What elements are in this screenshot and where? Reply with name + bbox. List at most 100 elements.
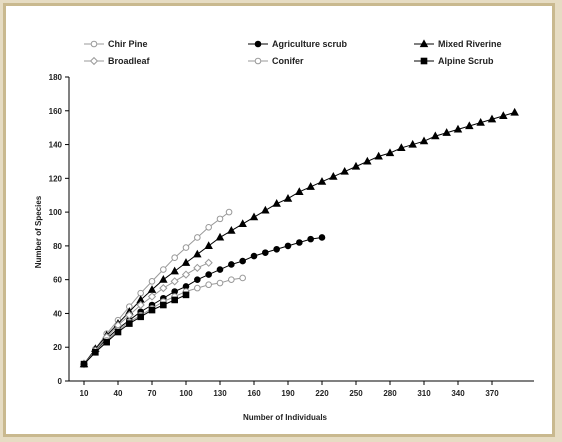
data-point-broadleaf — [204, 258, 213, 267]
data-point-agriculture-scrub — [194, 276, 201, 283]
data-point-broadleaf — [193, 263, 202, 272]
legend-item-mixed-riverine: Mixed Riverine — [414, 39, 502, 49]
data-point-chir-pine — [205, 224, 212, 231]
data-point-alpine-scrub — [126, 320, 133, 327]
data-point-chir-pine — [137, 289, 144, 297]
data-point-conifer — [205, 281, 212, 289]
data-point-broadleaf — [181, 270, 191, 279]
data-point-alpine-scrub — [114, 328, 122, 336]
legend: Chir Pine Agriculture scrub Mixed Riverine… — [84, 39, 502, 66]
x-tick-label: 40 — [114, 389, 123, 398]
tick-labels: 0 20 40 60 80 100 120 140 160 180 10 40 70 100 130 160 1… — [49, 73, 500, 398]
series-agriculture-scrub — [80, 234, 326, 368]
x-tick-label: 160 — [247, 389, 261, 398]
data-point-chir-pine — [216, 215, 224, 223]
y-tick-label: 100 — [49, 208, 63, 217]
data-point-alpine-scrub — [171, 296, 178, 304]
data-point-mixed-riverine — [170, 266, 179, 275]
data-point-conifer — [239, 274, 246, 282]
y-tick-label: 180 — [49, 73, 63, 82]
data-point-mixed-riverine — [204, 241, 213, 249]
data-point-conifer — [216, 279, 224, 287]
x-tick-label: 10 — [80, 389, 89, 398]
data-point-mixed-riverine — [329, 172, 338, 180]
data-point-mixed-riverine — [249, 212, 259, 221]
data-point-mixed-riverine — [487, 114, 497, 123]
data-point-mixed-riverine — [408, 139, 417, 148]
x-tick-label: 130 — [213, 389, 227, 398]
data-point-agriculture-scrub — [205, 271, 212, 278]
legend-item-alpine-scrub: Alpine Scrub — [414, 56, 494, 66]
data-point-mixed-riverine — [419, 136, 429, 145]
data-point-agriculture-scrub — [273, 245, 280, 253]
data-point-mixed-riverine — [510, 107, 519, 116]
data-point-broadleaf — [159, 284, 168, 293]
legend-label: Mixed Riverine — [438, 39, 502, 49]
x-tick-label: 370 — [485, 389, 499, 398]
data-point-agriculture-scrub — [284, 242, 292, 250]
data-point-agriculture-scrub — [296, 239, 303, 246]
data-point-chir-pine — [148, 278, 156, 285]
data-point-mixed-riverine — [397, 143, 406, 152]
data-point-chir-pine — [160, 266, 167, 273]
y-tick-label: 120 — [49, 174, 63, 183]
y-tick-label: 160 — [49, 107, 63, 116]
legend-item-chir-pine: Chir Pine — [84, 39, 148, 49]
data-point-mixed-riverine — [227, 226, 236, 234]
legend-item-broadleaf: Broadleaf — [84, 56, 151, 66]
data-point-mixed-riverine — [295, 187, 304, 195]
x-tick-label: 190 — [281, 389, 295, 398]
data-point-mixed-riverine — [283, 193, 293, 202]
plot-area — [79, 107, 519, 369]
legend-marker — [254, 40, 262, 48]
data-point-mixed-riverine — [340, 166, 349, 175]
y-tick-label: 0 — [58, 377, 63, 386]
data-point-mixed-riverine — [363, 156, 372, 165]
data-point-alpine-scrub — [80, 360, 88, 368]
y-tick-label: 40 — [53, 309, 62, 318]
legend-label: Agriculture scrub — [272, 39, 348, 49]
legend-label: Chir Pine — [108, 39, 148, 49]
data-point-mixed-riverine — [476, 117, 485, 126]
data-point-agriculture-scrub — [250, 252, 258, 260]
series-mixed-riverine — [79, 107, 519, 368]
data-point-broadleaf — [170, 277, 179, 286]
y-tick-label: 140 — [49, 141, 63, 150]
data-point-alpine-scrub — [182, 291, 190, 299]
x-tick-label: 100 — [179, 389, 193, 398]
series-line-mixed-riverine — [83, 111, 515, 365]
data-point-mixed-riverine — [499, 111, 508, 119]
legend-marker — [89, 56, 99, 66]
data-point-mixed-riverine — [181, 258, 191, 266]
y-tick-label: 80 — [53, 242, 62, 251]
data-point-mixed-riverine — [385, 148, 395, 157]
data-point-alpine-scrub — [137, 313, 144, 321]
data-point-alpine-scrub — [160, 301, 167, 309]
legend-label: Alpine Scrub — [438, 56, 494, 66]
data-point-broadleaf — [125, 311, 134, 320]
data-point-agriculture-scrub — [262, 249, 269, 256]
data-point-mixed-riverine — [261, 205, 270, 214]
data-point-mixed-riverine — [374, 151, 383, 160]
data-point-agriculture-scrub — [318, 234, 326, 241]
chart-frame — [3, 3, 555, 437]
data-point-agriculture-scrub — [216, 266, 224, 273]
data-point-agriculture-scrub — [228, 261, 235, 268]
x-tick-label: 70 — [148, 389, 157, 398]
data-point-mixed-riverine — [193, 249, 202, 258]
series-line-alpine-scrub — [83, 294, 187, 365]
data-point-alpine-scrub — [148, 306, 156, 314]
x-tick-label: 310 — [417, 389, 431, 398]
data-point-conifer — [194, 284, 201, 292]
data-point-mixed-riverine — [453, 124, 463, 133]
series-alpine-scrub — [80, 291, 190, 368]
data-point-mixed-riverine — [215, 232, 225, 241]
legend-marker — [419, 39, 429, 48]
series-line-agriculture-scrub — [83, 236, 323, 365]
data-point-chir-pine — [182, 244, 190, 251]
axes — [65, 76, 534, 385]
legend-item-agriculture-scrub: Agriculture scrub — [248, 39, 348, 49]
legend-label: Conifer — [272, 56, 304, 66]
x-tick-label: 220 — [315, 389, 329, 398]
